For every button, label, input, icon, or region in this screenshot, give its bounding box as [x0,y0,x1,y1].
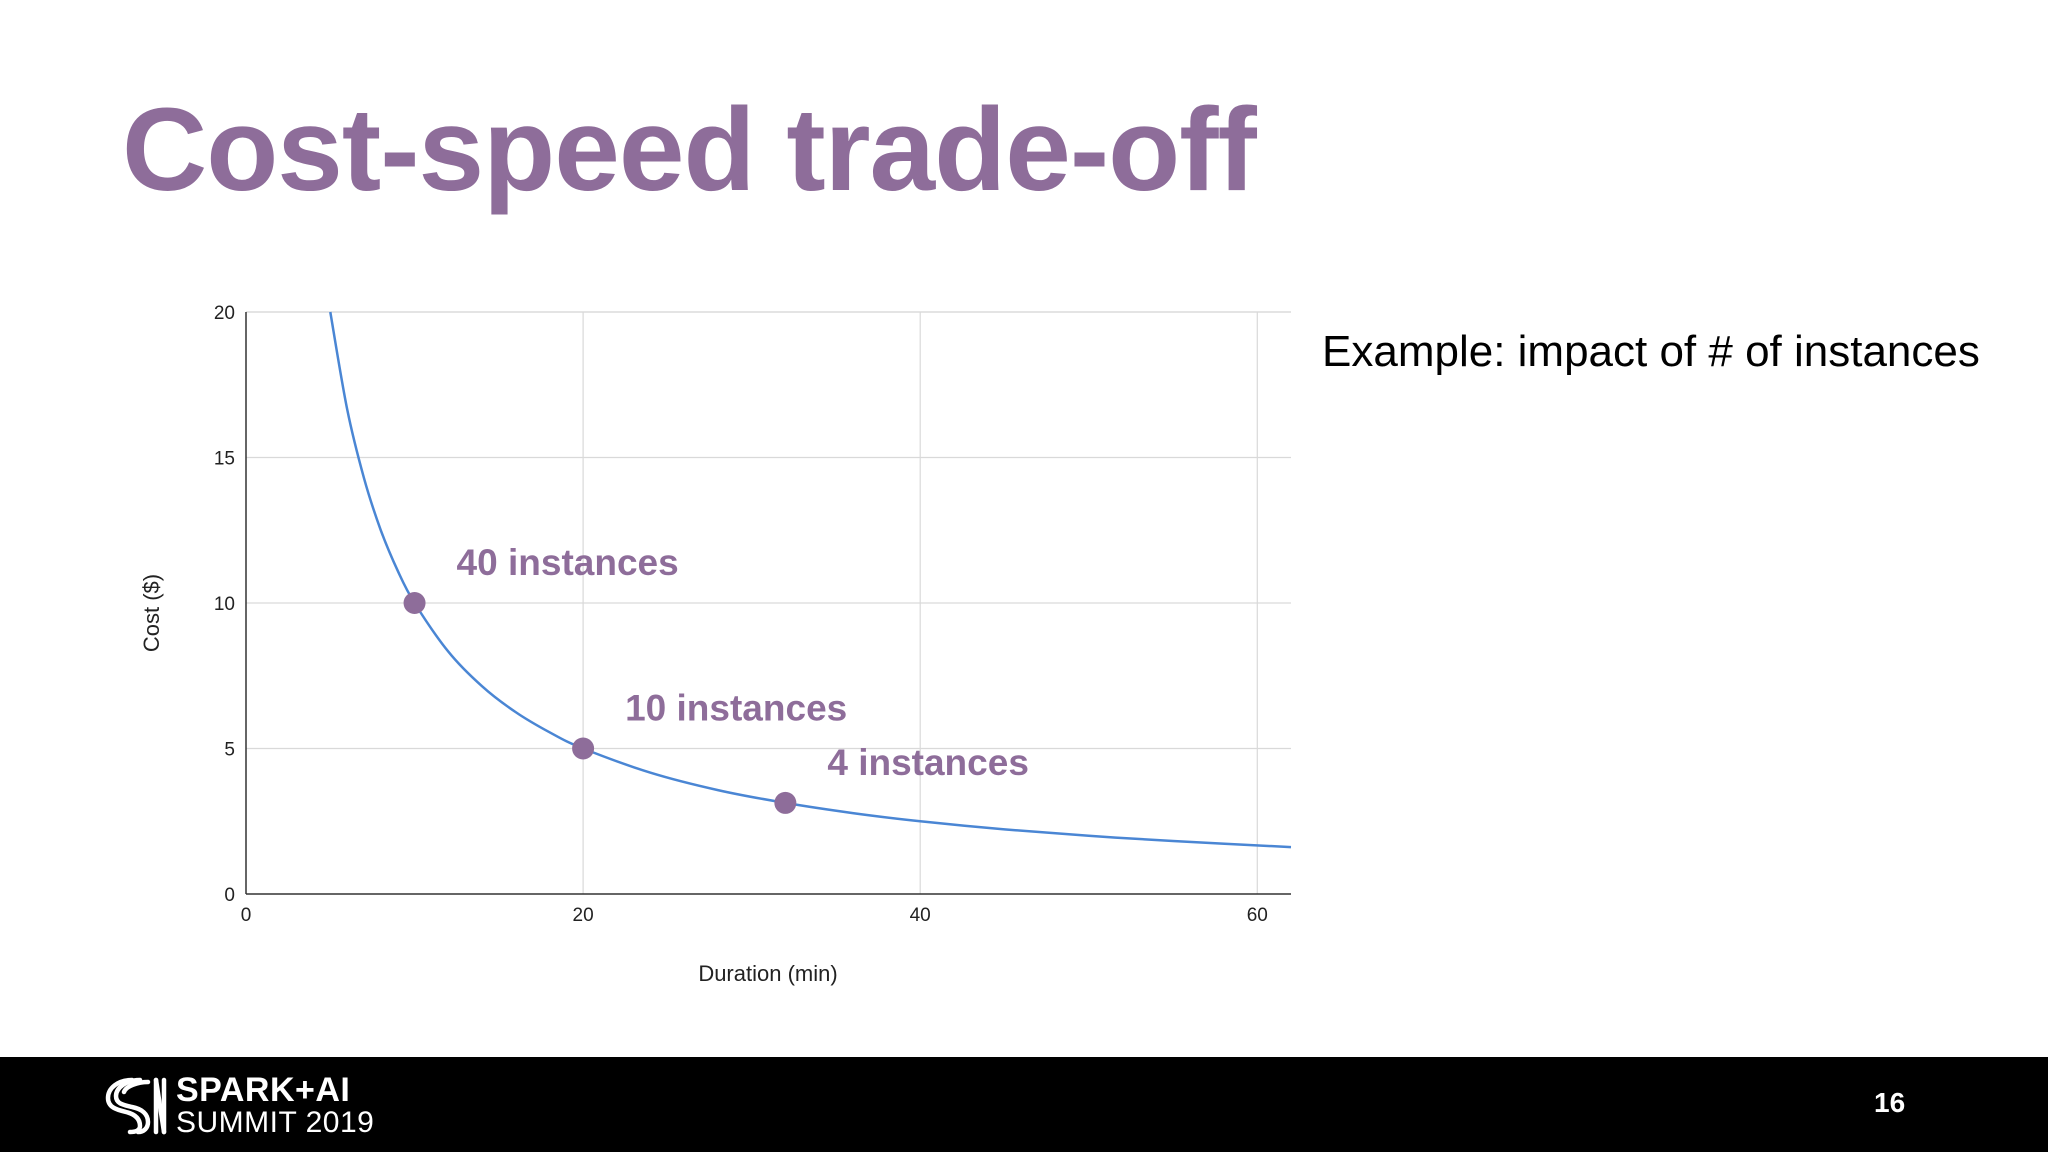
data-point [572,737,595,760]
example-text: Example: impact of # of instances [1322,327,1980,376]
data-point-label: 10 instances [625,688,847,729]
slide-title: Cost-speed trade-off [122,84,1257,216]
data-point [403,592,426,614]
chart-points: 40 instances 10 instances 4 instances [403,542,1029,814]
chart-axes [245,312,1291,895]
y-tick-label: 5 [224,740,235,761]
logo-subtitle: SUMMIT 2019 [176,1105,375,1139]
x-tick-label: 60 [1247,905,1268,926]
data-point-label: 40 instances [457,542,679,583]
page-number: 16 [1874,1087,1906,1118]
x-tick-label: 20 [573,905,594,926]
footer-bar: SPARK+AI SUMMIT 2019 16 [0,1057,2048,1152]
data-point-label: 4 instances [827,742,1029,783]
x-tick-label: 40 [910,905,931,926]
x-tick-label: 0 [241,905,252,926]
y-tick-label: 20 [214,303,235,324]
spark-summit-logo-icon [105,1077,167,1135]
y-tick-label: 10 [214,594,235,615]
spark-ai-summit-logo: SPARK+AI SUMMIT 2019 [102,1070,375,1139]
y-tick-label: 15 [214,449,235,470]
y-tick-label: 0 [224,885,235,906]
x-axis-label: Duration (min) [698,961,837,986]
y-axis-label: Cost ($) [139,574,164,652]
chart-gridlines [246,311,1291,894]
chart-tick-labels: 0 5 10 15 20 0 20 40 60 [214,303,1268,926]
logo-title: SPARK+AI [176,1070,351,1109]
data-point [774,791,797,814]
